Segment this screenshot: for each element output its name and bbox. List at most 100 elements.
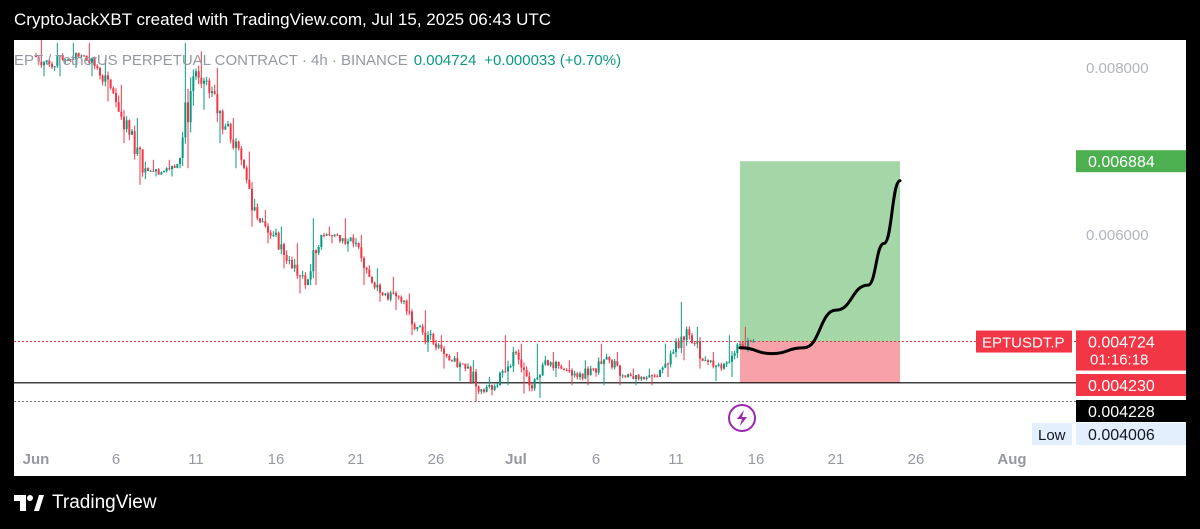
candle-body[interactable] bbox=[547, 360, 549, 366]
candle-body[interactable] bbox=[181, 137, 184, 159]
candle-body[interactable] bbox=[200, 77, 203, 84]
candle-body[interactable] bbox=[309, 271, 312, 280]
candle-body[interactable] bbox=[499, 372, 501, 386]
candle-body[interactable] bbox=[451, 360, 453, 362]
candle-body[interactable] bbox=[707, 360, 709, 362]
candle-body[interactable] bbox=[480, 389, 483, 392]
candle-body[interactable] bbox=[88, 60, 91, 63]
candle-body[interactable] bbox=[269, 232, 272, 236]
candle-body[interactable] bbox=[157, 169, 160, 175]
candle-body[interactable] bbox=[96, 65, 99, 68]
projection-path[interactable] bbox=[738, 179, 902, 356]
candle-body[interactable] bbox=[277, 232, 280, 250]
candle-body[interactable] bbox=[680, 336, 683, 348]
candle-body[interactable] bbox=[467, 366, 469, 369]
candle-body[interactable] bbox=[349, 237, 352, 242]
candle-body[interactable] bbox=[531, 385, 533, 389]
candle-body[interactable] bbox=[360, 247, 363, 259]
candle-body[interactable] bbox=[283, 244, 285, 255]
candle-body[interactable] bbox=[45, 60, 48, 63]
candle-body[interactable] bbox=[320, 235, 323, 247]
candle-body[interactable] bbox=[128, 120, 131, 135]
candle-body[interactable] bbox=[435, 343, 437, 348]
candle-body[interactable] bbox=[459, 363, 461, 368]
candle-body[interactable] bbox=[733, 353, 736, 356]
price-label-0[interactable] bbox=[1076, 150, 1186, 173]
candle-body[interactable] bbox=[739, 344, 741, 346]
candle-body[interactable] bbox=[243, 159, 245, 168]
candle-body[interactable] bbox=[704, 360, 707, 362]
candle-body[interactable] bbox=[603, 359, 605, 364]
candle-body[interactable] bbox=[291, 260, 293, 269]
candle-body[interactable] bbox=[77, 53, 80, 57]
candle-body[interactable] bbox=[112, 88, 115, 94]
candle-body[interactable] bbox=[725, 362, 728, 364]
candle-body[interactable] bbox=[683, 336, 685, 341]
candle-body[interactable] bbox=[453, 358, 456, 362]
candle-body[interactable] bbox=[272, 235, 275, 236]
candle-body[interactable] bbox=[563, 368, 565, 371]
candle-body[interactable] bbox=[219, 111, 221, 114]
candle-body[interactable] bbox=[59, 55, 61, 57]
candle-body[interactable] bbox=[315, 250, 317, 254]
candle-body[interactable] bbox=[736, 344, 739, 354]
candle-body[interactable] bbox=[72, 58, 75, 60]
candle-body[interactable] bbox=[747, 340, 749, 347]
candle-body[interactable] bbox=[517, 352, 520, 360]
candle-body[interactable] bbox=[352, 237, 355, 244]
candle-body[interactable] bbox=[371, 276, 373, 283]
candle-body[interactable] bbox=[475, 371, 477, 387]
candle-body[interactable] bbox=[384, 293, 387, 295]
candle-body[interactable] bbox=[216, 94, 219, 114]
candle-body[interactable] bbox=[136, 147, 139, 155]
candle-body[interactable] bbox=[163, 171, 165, 173]
candle-body[interactable] bbox=[387, 293, 389, 300]
candle-body[interactable] bbox=[579, 373, 581, 377]
candle-body[interactable] bbox=[456, 358, 459, 368]
candle-body[interactable] bbox=[168, 168, 171, 170]
candle-body[interactable] bbox=[147, 168, 149, 171]
candle-body[interactable] bbox=[613, 361, 616, 368]
candle-body[interactable] bbox=[640, 376, 643, 380]
candle-body[interactable] bbox=[261, 221, 264, 223]
candle-body[interactable] bbox=[67, 59, 69, 61]
candle-body[interactable] bbox=[131, 131, 133, 135]
candle-body[interactable] bbox=[133, 131, 136, 155]
candle-body[interactable] bbox=[723, 363, 725, 369]
candle-body[interactable] bbox=[312, 250, 315, 272]
candle-body[interactable] bbox=[395, 293, 397, 297]
candle-body[interactable] bbox=[416, 326, 419, 330]
candle-body[interactable] bbox=[104, 75, 107, 82]
candle-body[interactable] bbox=[528, 376, 531, 386]
candle-body[interactable] bbox=[621, 375, 624, 377]
candle-body[interactable] bbox=[344, 238, 347, 244]
candle-body[interactable] bbox=[85, 55, 88, 61]
candle-body[interactable] bbox=[427, 335, 429, 343]
candle-body[interactable] bbox=[659, 369, 661, 377]
candle-body[interactable] bbox=[331, 235, 333, 237]
candle-body[interactable] bbox=[445, 353, 448, 356]
candle-body[interactable] bbox=[235, 141, 237, 148]
candle-body[interactable] bbox=[696, 341, 699, 344]
candle-body[interactable] bbox=[120, 111, 123, 117]
candle-body[interactable] bbox=[688, 329, 691, 336]
candle-body[interactable] bbox=[429, 333, 432, 336]
candle-body[interactable] bbox=[237, 141, 240, 149]
candle-body[interactable] bbox=[645, 377, 648, 379]
candle-body[interactable] bbox=[224, 126, 227, 130]
candle-body[interactable] bbox=[379, 284, 381, 293]
price-label-2[interactable] bbox=[1076, 330, 1186, 371]
candle-body[interactable] bbox=[195, 71, 197, 77]
candle-body[interactable] bbox=[643, 376, 645, 379]
candle-body[interactable] bbox=[573, 373, 576, 376]
candle-body[interactable] bbox=[275, 232, 277, 235]
candle-body[interactable] bbox=[213, 91, 216, 95]
chart-svg[interactable]: 0.008000 0.006000 Jun 6 11 16 21 26 Jul 6 11 16 21 26… bbox=[14, 40, 1186, 476]
candle-body[interactable] bbox=[685, 329, 688, 341]
candle-body[interactable] bbox=[699, 341, 701, 359]
candle-body[interactable] bbox=[259, 218, 261, 223]
candle-body[interactable] bbox=[565, 370, 568, 372]
candle-body[interactable] bbox=[80, 55, 83, 57]
candle-body[interactable] bbox=[75, 53, 77, 59]
candle-body[interactable] bbox=[184, 102, 187, 138]
